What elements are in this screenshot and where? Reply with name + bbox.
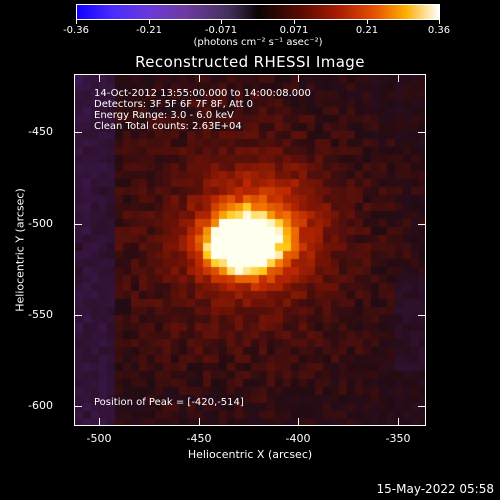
- colorbar-tick: [76, 20, 77, 24]
- rhessi-image-panel: [74, 74, 426, 426]
- x-tick: [298, 74, 299, 82]
- y-tick-label: -600: [28, 399, 53, 412]
- y-tick: [418, 406, 426, 407]
- colorbar-tick-label: 0.36: [427, 25, 451, 36]
- x-tick: [298, 418, 299, 426]
- y-tick: [418, 224, 426, 225]
- clean-counts-text: Clean Total counts: 2.63E+04: [94, 121, 242, 132]
- x-tick: [398, 74, 399, 82]
- colorbar-tick: [294, 20, 295, 24]
- colorbar-tick: [367, 20, 368, 24]
- x-tick: [99, 418, 100, 426]
- y-tick: [418, 315, 426, 316]
- colorbar-tick: [149, 20, 150, 24]
- x-tick-label: -450: [186, 432, 212, 445]
- colorbar-tick: [439, 20, 440, 24]
- x-axis-title: Heliocentric X (arcsec): [187, 448, 313, 461]
- colorbar-tick-label: 0.21: [355, 25, 379, 36]
- x-tick-label: -400: [285, 432, 311, 445]
- y-tick: [74, 132, 82, 133]
- y-tick: [74, 406, 82, 407]
- x-tick: [199, 74, 200, 82]
- colorbar-tick-label: -0.21: [136, 25, 162, 36]
- colorbar-units: (photons cm⁻² s⁻¹ asec⁻²): [193, 37, 323, 48]
- y-tick: [74, 224, 82, 225]
- energy-range-text: Energy Range: 3.0 - 6.0 keV: [94, 110, 234, 121]
- image-title: Reconstructed RHESSI Image: [135, 53, 365, 71]
- rhessi-intensity-map: [75, 75, 425, 425]
- colorbar-tick-label: -0.36: [63, 25, 89, 36]
- colorbar-tick-label: 0.071: [279, 25, 309, 36]
- x-tick: [398, 418, 399, 426]
- x-tick: [199, 418, 200, 426]
- colorbar-tick-label: -0.071: [204, 25, 238, 36]
- y-tick: [74, 315, 82, 316]
- y-axis-title: Heliocentric Y (arcsec): [13, 188, 27, 312]
- plot-timestamp: 15-May-2022 05:58: [376, 482, 494, 496]
- colorbar-tick: [221, 20, 222, 24]
- x-tick: [99, 74, 100, 82]
- detectors-text: Detectors: 3F 5F 6F 7F 8F, Att 0: [94, 99, 254, 110]
- y-tick: [418, 132, 426, 133]
- y-tick-label: -500: [28, 217, 53, 230]
- colorbar: [76, 4, 440, 20]
- time-range-text: 14-Oct-2012 13:55:00.000 to 14:00:08.000: [94, 88, 311, 99]
- x-tick-label: -500: [86, 432, 112, 445]
- y-tick-label: -550: [28, 308, 53, 321]
- peak-position-text: Position of Peak = [-420,-514]: [94, 397, 244, 408]
- y-tick-label: -450: [28, 125, 53, 138]
- x-tick-label: -350: [385, 432, 411, 445]
